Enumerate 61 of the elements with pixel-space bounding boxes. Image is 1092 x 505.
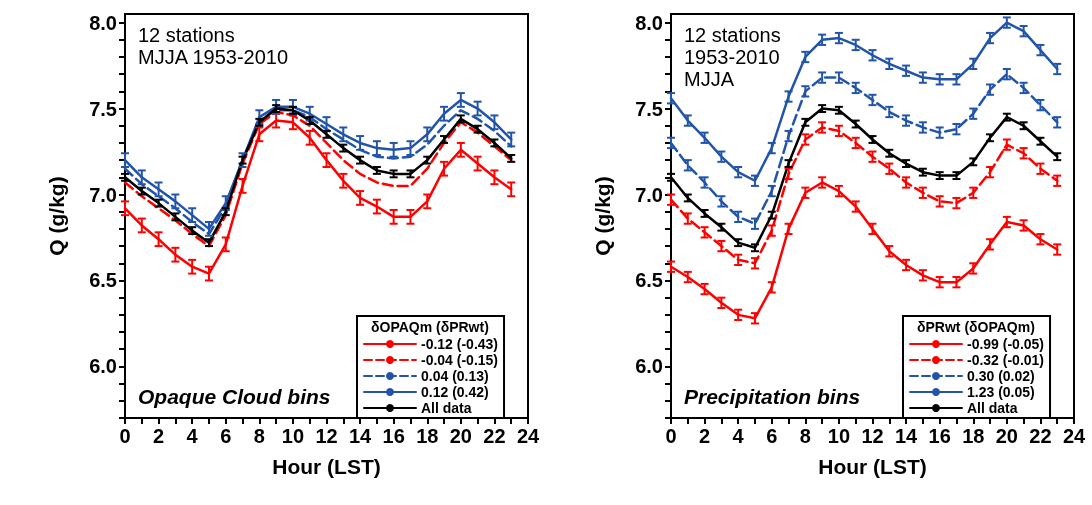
x-tick-label: 8 <box>253 425 265 447</box>
legend-label: All data <box>967 400 1018 416</box>
y-tick-label: 6.0 <box>89 355 117 378</box>
y-tick-label: 7.5 <box>635 97 663 120</box>
y-tick-label: 8.0 <box>89 11 117 34</box>
x-tick-label: 2 <box>153 425 165 447</box>
x-tick-label: 22 <box>1029 425 1052 447</box>
x-tick-label: 10 <box>827 425 851 447</box>
x-tick-label: 0 <box>119 425 131 447</box>
legend-label: All data <box>421 400 472 416</box>
legend-title: δPRwt (δOPAQm) <box>917 319 1035 335</box>
x-tick-label: 22 <box>483 425 506 447</box>
x-tick-label: 4 <box>732 425 745 447</box>
line-series <box>669 181 1059 320</box>
legend-label: 0.30 (0.02) <box>967 368 1035 384</box>
legend-label: 1.23 (0.05) <box>967 384 1035 400</box>
y-tick-label: 6.5 <box>89 269 117 292</box>
x-tick-label: 18 <box>416 425 439 447</box>
x-tick-label: 10 <box>281 425 305 447</box>
y-tick-label: 6.0 <box>635 355 663 378</box>
annotation: 12 stations MJJA 1953-2010 <box>138 24 289 68</box>
y-tick-label: 7.0 <box>635 183 663 206</box>
x-tick-label: 16 <box>928 425 951 447</box>
x-axis-title: Hour (LST) <box>272 455 381 478</box>
line-series <box>669 126 1059 265</box>
annotation: 12 stations 1953-2010 MJJA <box>684 24 781 90</box>
y-axis-title: Q (g/kg) <box>591 176 614 256</box>
legend-label: 0.04 (0.13) <box>421 368 489 384</box>
legend-label: -0.99 (-0.05) <box>967 336 1045 352</box>
x-tick-label: 18 <box>962 425 985 447</box>
annotation: Precipitation bins <box>684 385 861 408</box>
annotation: Opaque Cloud bins <box>138 385 331 408</box>
x-tick-label: 4 <box>186 425 199 447</box>
x-tick-label: 12 <box>861 425 884 447</box>
line-series <box>123 119 513 275</box>
y-tick-label: 7.5 <box>89 97 117 120</box>
y-tick-label: 7.0 <box>89 183 117 206</box>
line-series <box>669 72 1059 225</box>
y-tick-label: 8.0 <box>635 11 663 34</box>
x-tick-label: 24 <box>516 425 540 447</box>
x-tick-label: 16 <box>382 425 405 447</box>
x-tick-label: 8 <box>799 425 811 447</box>
x-tick-label: 14 <box>894 425 919 447</box>
x-tick-label: 20 <box>449 425 472 447</box>
legend-label: 0.12 (0.42) <box>421 384 489 400</box>
y-tick-label: 6.5 <box>635 269 663 292</box>
x-tick-label: 0 <box>665 425 677 447</box>
x-tick-label: 2 <box>699 425 711 447</box>
x-tick-label: 24 <box>1062 425 1086 447</box>
line-series <box>669 21 1059 183</box>
x-tick-label: 14 <box>348 425 373 447</box>
legend-label: -0.12 (-0.43) <box>421 336 499 352</box>
x-tick-label: 6 <box>766 425 778 447</box>
x-tick-label: 20 <box>995 425 1018 447</box>
legend-title: δOPAQm (δPRwt) <box>371 319 489 335</box>
x-tick-label: 6 <box>220 425 232 447</box>
x-tick-label: 12 <box>315 425 338 447</box>
y-axis-title: Q (g/kg) <box>45 176 68 256</box>
legend-label: -0.32 (-0.01) <box>967 352 1045 368</box>
x-axis-title: Hour (LST) <box>818 455 927 478</box>
legend-label: -0.04 (-0.15) <box>421 352 499 368</box>
